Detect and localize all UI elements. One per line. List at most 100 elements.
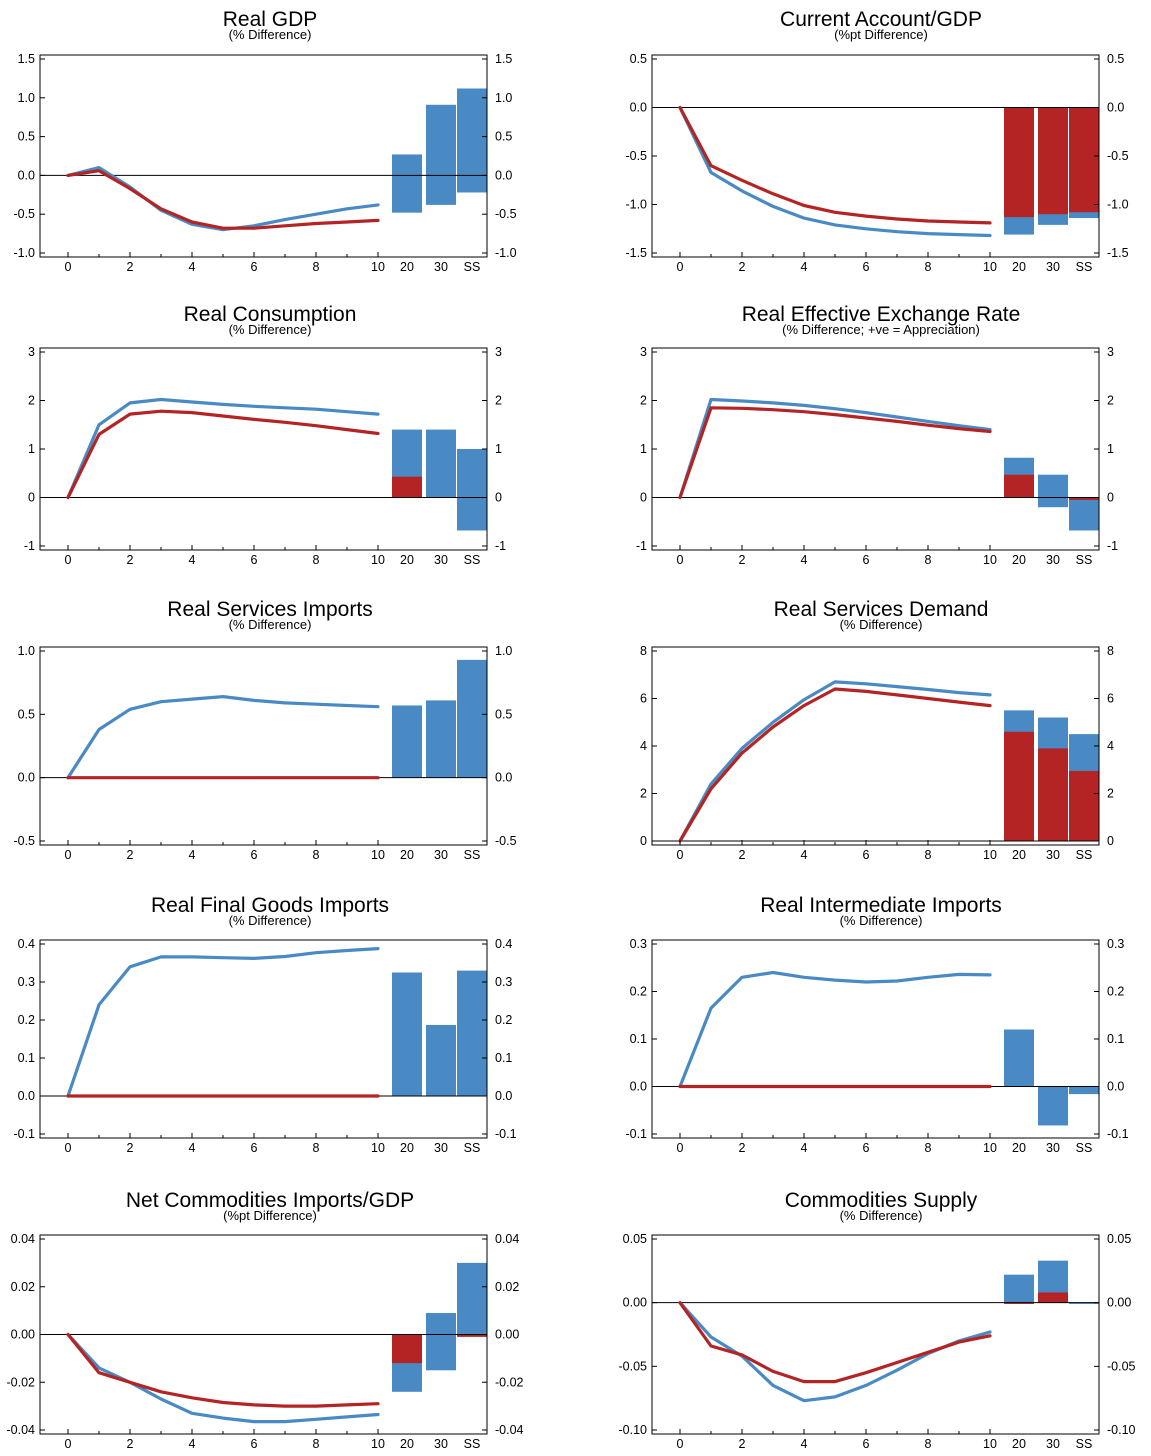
- y-tick-label-left: 0.3: [18, 975, 35, 989]
- panel-9: Net Commodities Imports/GDP(%pt Differen…: [7, 1189, 524, 1451]
- x-tick-label: 6: [251, 260, 258, 274]
- y-tick-label-right: -1.0: [495, 246, 517, 260]
- panel-subtitle: (% Difference): [840, 913, 923, 928]
- panel-subtitle: (%pt Difference): [834, 27, 928, 42]
- panel-title: Current Account/GDP: [780, 8, 982, 31]
- y-tick-label-left: 2: [640, 787, 647, 801]
- bar-label: SS: [464, 260, 481, 274]
- y-tick-label-left: -1.0: [625, 198, 647, 212]
- panel-subtitle: (% Difference): [840, 617, 923, 632]
- bar-SS-blue: [1069, 497, 1099, 531]
- x-tick-label: 10: [983, 1437, 997, 1451]
- x-tick-label: 2: [127, 848, 134, 862]
- y-tick-label-right: -0.05: [1107, 1359, 1136, 1373]
- y-tick-label-right: -1: [495, 539, 506, 553]
- plot-frame: [651, 1234, 1100, 1435]
- y-tick-label-right: 2: [1107, 394, 1114, 408]
- x-tick-label: 4: [189, 848, 196, 862]
- x-tick-label: 0: [65, 260, 72, 274]
- x-tick-label: 8: [313, 553, 320, 567]
- bar-20-red: [1004, 107, 1034, 218]
- bar-SS-red: [1069, 770, 1099, 841]
- panel-title: Net Commodities Imports/GDP: [126, 1189, 414, 1212]
- bar-label: SS: [1076, 1437, 1093, 1451]
- y-tick-label-left: 0.00: [11, 1328, 35, 1342]
- x-tick-label: 8: [925, 260, 932, 274]
- y-tick-label-right: 0.0: [1107, 101, 1124, 115]
- y-tick-label-right: 0: [1107, 491, 1114, 505]
- y-tick-label-right: 1.0: [495, 91, 512, 105]
- bar-label: 30: [434, 1437, 448, 1451]
- y-tick-label-left: -1: [24, 539, 35, 553]
- x-tick-label: 2: [127, 553, 134, 567]
- x-tick-label: 4: [801, 260, 808, 274]
- panel-title: Real Consumption: [184, 303, 357, 326]
- x-tick-label: 0: [65, 848, 72, 862]
- y-tick-label-right: 0.5: [495, 130, 512, 144]
- y-tick-label-left: 0.5: [18, 130, 35, 144]
- y-tick-label-left: 1: [640, 442, 647, 456]
- bar-20-red: [1004, 731, 1034, 841]
- plot-frame: [39, 646, 488, 846]
- bar-label: 30: [434, 848, 448, 862]
- y-tick-label-right: 0.04: [495, 1232, 519, 1246]
- x-tick-label: 2: [127, 260, 134, 274]
- series-line-blue: [678, 680, 992, 843]
- bar-SS-blue: [457, 88, 487, 193]
- x-tick-label: 8: [925, 848, 932, 862]
- bar-label: SS: [464, 553, 481, 567]
- x-tick-label: 10: [983, 1141, 997, 1155]
- x-tick-label: 6: [863, 848, 870, 862]
- bar-30-red: [1038, 748, 1068, 841]
- bar-20-red: [392, 476, 422, 498]
- y-tick-label-right: 0.0: [1107, 1080, 1124, 1094]
- x-tick-label: 6: [863, 1437, 870, 1451]
- y-tick-label-right: -0.1: [1107, 1127, 1129, 1141]
- y-tick-label-left: 4: [640, 739, 647, 753]
- y-tick-label-right: -0.10: [1107, 1423, 1136, 1437]
- x-tick-label: 2: [739, 553, 746, 567]
- panel-title: Real Final Goods Imports: [151, 894, 389, 917]
- panel-title: Real Services Imports: [167, 598, 372, 621]
- y-tick-label-right: 0.0: [495, 168, 512, 182]
- y-tick-label-right: 0.1: [1107, 1032, 1124, 1046]
- plot-frame: [39, 54, 488, 258]
- bar-SS-blue: [457, 449, 487, 531]
- series-line-red: [66, 1332, 380, 1408]
- x-tick-label: 4: [801, 848, 808, 862]
- y-tick-label-left: -0.5: [13, 834, 35, 848]
- bar-label: SS: [464, 848, 481, 862]
- bar-30-blue: [426, 429, 456, 498]
- y-tick-label-left: 0.0: [630, 1080, 647, 1094]
- panel-10: Commodities Supply(% Difference) 0.05 0.05…: [619, 1189, 1136, 1451]
- panel-subtitle: (% Difference; +ve = Appreciation): [782, 322, 980, 337]
- x-tick-label: 8: [313, 1141, 320, 1155]
- bar-20-blue: [392, 705, 422, 778]
- x-tick-label: 2: [127, 1141, 134, 1155]
- y-tick-label-right: 0.3: [1107, 937, 1124, 951]
- y-tick-label-right: 0.2: [1107, 985, 1124, 999]
- y-tick-label-left: -0.02: [7, 1375, 36, 1389]
- x-tick-label: 8: [313, 848, 320, 862]
- y-tick-label-left: 1.0: [18, 644, 35, 658]
- bar-20-red: [1004, 474, 1034, 498]
- bar-SS-blue: [1069, 1086, 1099, 1095]
- y-tick-label-left: -0.1: [625, 1127, 647, 1141]
- y-tick-label-left: -0.1: [13, 1127, 35, 1141]
- y-tick-label-left: 2: [640, 394, 647, 408]
- y-tick-label-right: 0.0: [495, 771, 512, 785]
- panel-1: Real GDP(% Difference) 1.5 1.5 1.0 1.0 0.5 0.5…: [13, 8, 516, 274]
- x-tick-label: 4: [189, 553, 196, 567]
- y-tick-label-left: 0.2: [630, 985, 647, 999]
- bar-30-red: [1038, 1292, 1068, 1303]
- bar-label: SS: [1076, 553, 1093, 567]
- x-tick-label: 0: [65, 1141, 72, 1155]
- y-tick-label-right: 0.00: [495, 1328, 519, 1342]
- x-tick-label: 6: [251, 553, 258, 567]
- y-tick-label-right: -1.0: [1107, 198, 1129, 212]
- y-tick-label-left: 0.00: [623, 1296, 647, 1310]
- x-tick-label: 6: [863, 553, 870, 567]
- x-tick-label: 4: [189, 1141, 196, 1155]
- y-tick-label-left: -1.5: [625, 246, 647, 260]
- x-tick-label: 10: [371, 260, 385, 274]
